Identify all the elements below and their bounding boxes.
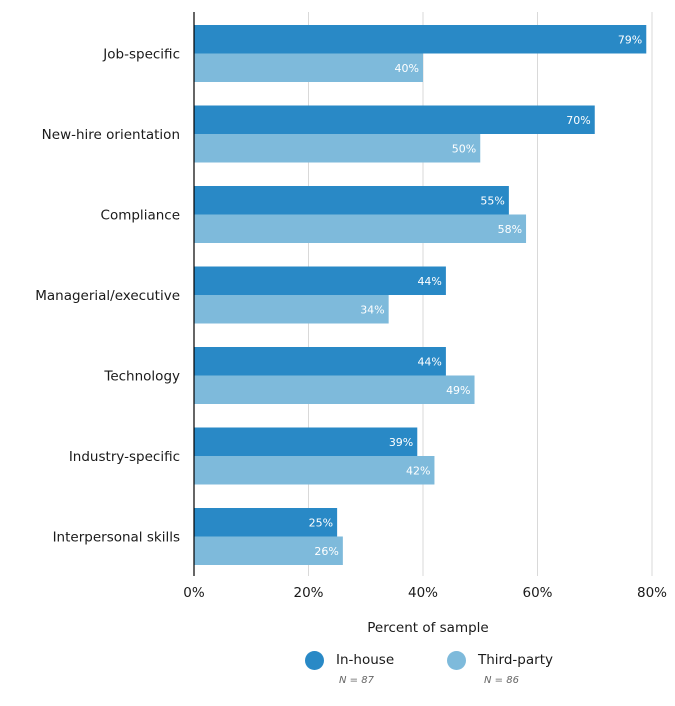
- bar-third-party: [194, 536, 343, 565]
- category-label: Compliance: [101, 208, 180, 224]
- bar-value-label: 26%: [314, 545, 338, 558]
- bar-in-house: [194, 347, 446, 376]
- bar-value-label: 39%: [389, 436, 413, 449]
- legend-sample-size: N = 86: [484, 675, 519, 686]
- bar-value-label: 40%: [395, 62, 419, 75]
- bar-third-party: [194, 295, 389, 324]
- bar-third-party: [194, 134, 481, 163]
- bar-value-label: 58%: [498, 223, 522, 236]
- category-label: Industry-specific: [69, 449, 180, 465]
- legend: In-house N = 87 Third-party N = 86: [0, 650, 675, 700]
- category-label: Technology: [103, 369, 180, 385]
- bar-value-label: 49%: [446, 384, 470, 397]
- category-label: Interpersonal skills: [53, 530, 180, 546]
- bar-in-house: [194, 508, 338, 537]
- bar-in-house: [194, 427, 418, 456]
- bar-value-label: 79%: [618, 33, 642, 46]
- bar-value-label: 34%: [360, 303, 384, 316]
- bar-value-label: 42%: [406, 464, 430, 477]
- x-axis-title: Percent of sample: [367, 620, 488, 636]
- bar-in-house: [194, 105, 595, 134]
- bar-value-label: 44%: [417, 355, 441, 368]
- legend-label: In-house: [336, 652, 395, 668]
- bar-third-party: [194, 375, 475, 404]
- x-tick-label: 20%: [293, 585, 323, 601]
- bar-value-label: 25%: [309, 516, 333, 529]
- bar-value-label: 44%: [417, 275, 441, 288]
- x-tick-label: 60%: [522, 585, 552, 601]
- legend-label: Third-party: [478, 652, 553, 668]
- category-label: Job-specific: [102, 47, 180, 63]
- legend-sample-size: N = 87: [339, 675, 374, 686]
- bar-third-party: [194, 456, 435, 485]
- bar-in-house: [194, 266, 446, 295]
- bar-value-label: 50%: [452, 142, 476, 155]
- bar-third-party: [194, 53, 423, 82]
- bar-value-label: 70%: [566, 114, 590, 127]
- bar-value-label: 55%: [480, 194, 504, 207]
- legend-swatch-in-house: [305, 651, 324, 670]
- legend-swatch-third-party: [447, 651, 466, 670]
- bar-chart: 0% 20% 40% 60% 80% Job-specific 79% 40% New-hire…: [35, 12, 667, 636]
- x-tick-label: 40%: [408, 585, 438, 601]
- bar-third-party: [194, 214, 527, 243]
- category-label: New-hire orientation: [42, 127, 180, 143]
- x-tick-label: 80%: [637, 585, 667, 601]
- x-tick-label: 0%: [183, 585, 205, 601]
- bar-in-house: [194, 186, 509, 215]
- category-label: Managerial/executive: [35, 288, 180, 304]
- bar-in-house: [194, 25, 647, 54]
